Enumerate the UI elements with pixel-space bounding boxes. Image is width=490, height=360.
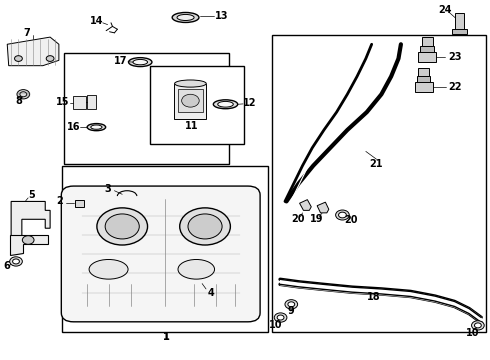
Circle shape: [336, 210, 349, 220]
Bar: [64, 53, 229, 164]
Bar: [420, 46, 434, 52]
Text: 6: 6: [3, 261, 10, 271]
Bar: [87, 95, 96, 109]
Circle shape: [274, 313, 287, 322]
Text: 1: 1: [163, 332, 170, 342]
Text: 18: 18: [368, 292, 381, 302]
Circle shape: [471, 321, 484, 330]
Polygon shape: [10, 235, 48, 255]
Circle shape: [288, 302, 294, 307]
Circle shape: [97, 208, 147, 245]
Polygon shape: [7, 37, 59, 66]
Text: 16: 16: [67, 122, 80, 132]
Ellipse shape: [178, 260, 215, 279]
Ellipse shape: [133, 59, 147, 65]
Text: 8: 8: [15, 96, 22, 107]
Circle shape: [188, 214, 222, 239]
Circle shape: [17, 90, 30, 99]
Text: 9: 9: [288, 306, 294, 316]
Text: 4: 4: [208, 288, 214, 297]
Ellipse shape: [177, 14, 194, 21]
Text: 1: 1: [163, 332, 170, 342]
Text: 13: 13: [215, 12, 228, 21]
Bar: [62, 166, 269, 332]
Ellipse shape: [213, 100, 238, 109]
Ellipse shape: [172, 13, 199, 22]
Text: 10: 10: [269, 320, 282, 330]
Bar: [272, 35, 486, 332]
Bar: [74, 96, 86, 109]
Circle shape: [20, 92, 27, 97]
Text: 11: 11: [185, 121, 198, 131]
Ellipse shape: [91, 125, 102, 129]
Text: 23: 23: [448, 52, 461, 62]
Bar: [418, 68, 429, 76]
Text: 20: 20: [344, 215, 358, 225]
Polygon shape: [317, 202, 329, 213]
Bar: [455, 13, 464, 30]
Ellipse shape: [128, 58, 152, 67]
Text: 15: 15: [55, 97, 69, 107]
Text: 7: 7: [24, 28, 30, 38]
Ellipse shape: [87, 123, 106, 131]
Bar: [416, 76, 430, 82]
Text: 5: 5: [28, 190, 35, 200]
Text: 19: 19: [310, 214, 324, 224]
Text: 17: 17: [114, 56, 127, 66]
Bar: [150, 66, 244, 144]
Ellipse shape: [89, 260, 128, 279]
Circle shape: [474, 323, 481, 328]
Text: 2: 2: [56, 197, 63, 206]
Polygon shape: [299, 200, 311, 210]
Text: 12: 12: [243, 98, 257, 108]
Bar: [75, 200, 84, 207]
Text: 24: 24: [438, 5, 451, 15]
Circle shape: [182, 94, 199, 107]
Bar: [452, 29, 466, 33]
Circle shape: [23, 236, 34, 244]
Circle shape: [10, 257, 23, 266]
Circle shape: [46, 56, 54, 62]
Circle shape: [339, 212, 346, 218]
Polygon shape: [11, 202, 50, 237]
Bar: [178, 89, 202, 112]
Text: 20: 20: [291, 214, 304, 224]
Ellipse shape: [218, 102, 233, 107]
Ellipse shape: [174, 80, 206, 87]
Circle shape: [180, 208, 230, 245]
Circle shape: [15, 56, 23, 62]
Circle shape: [13, 259, 20, 264]
Bar: [422, 37, 433, 46]
Bar: [174, 84, 206, 119]
Text: 10: 10: [466, 328, 480, 338]
Text: 3: 3: [104, 184, 111, 194]
Bar: [415, 82, 433, 93]
Circle shape: [105, 214, 139, 239]
Circle shape: [277, 315, 284, 320]
Bar: [418, 52, 437, 62]
Text: 21: 21: [369, 159, 382, 169]
Text: 14: 14: [90, 16, 103, 26]
Circle shape: [285, 300, 297, 309]
Text: 22: 22: [448, 82, 461, 92]
FancyBboxPatch shape: [61, 186, 260, 322]
